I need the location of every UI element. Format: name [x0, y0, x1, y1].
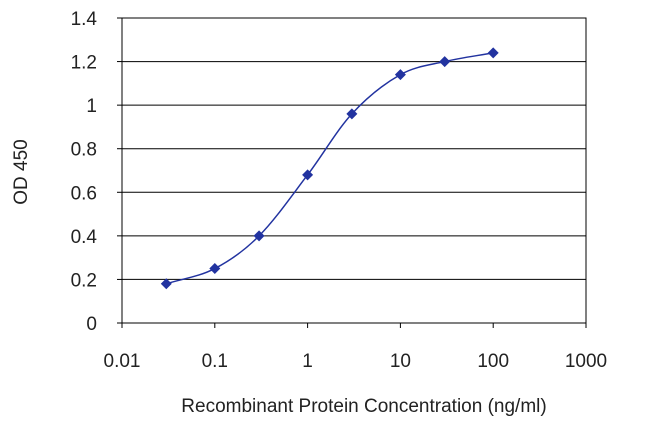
x-axis-title: Recombinant Protein Concentration (ng/ml…	[181, 396, 546, 417]
data-point	[253, 230, 265, 242]
x-tick-label: 10	[390, 351, 411, 372]
data-point	[160, 278, 172, 290]
data-point	[346, 108, 358, 120]
y-tick-label: 0	[86, 314, 97, 335]
data-point	[439, 56, 451, 68]
data-point	[209, 263, 221, 275]
x-tick-label: 1	[302, 351, 313, 372]
data-points	[160, 47, 499, 290]
y-axis-ticks: 0 0.2 0.4 0.6 0.8 1 1.2 1.4	[71, 9, 122, 335]
y-tick-label: 1	[86, 96, 97, 117]
gridlines	[122, 61, 586, 280]
y-tick-label: 1.2	[71, 53, 97, 74]
plot-border	[121, 17, 587, 324]
data-point	[302, 169, 314, 181]
x-tick-label: 100	[477, 351, 509, 372]
y-tick-label: 0.4	[71, 227, 98, 248]
y-tick-label: 0.8	[71, 140, 97, 161]
data-point	[394, 69, 406, 81]
x-tick-label: 1000	[565, 351, 607, 372]
y-tick-label: 0.2	[71, 270, 97, 291]
x-tick-label: 0.1	[202, 351, 228, 372]
fit-curve	[166, 52, 494, 285]
y-tick-label: 0.6	[71, 183, 97, 204]
y-axis-title: OD 450	[11, 139, 32, 204]
plot-area	[121, 17, 587, 324]
data-point	[487, 47, 499, 59]
fit-curve-group	[166, 52, 494, 285]
x-axis-ticks: 0.01 0.1 1 10 100 1000	[104, 323, 607, 372]
x-tick-label: 0.01	[104, 351, 141, 372]
y-tick-label: 1.4	[71, 9, 98, 30]
